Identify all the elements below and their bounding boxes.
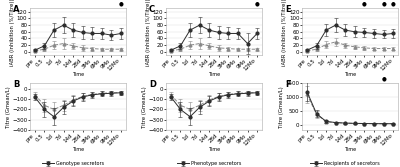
X-axis label: Time: Time [72, 147, 84, 152]
Legend: Phenotype secretors, Phenotype nonsecretors: Phenotype secretors, Phenotype nonsecret… [177, 86, 251, 97]
Text: A: A [13, 5, 19, 14]
Legend: Recipients of secretors, Recipients of non-secretors: Recipients of secretors, Recipients of n… [310, 161, 390, 167]
Y-axis label: Titre (Gmean/L): Titre (Gmean/L) [279, 86, 284, 128]
Y-axis label: Titre (Gmean/L): Titre (Gmean/L) [6, 86, 11, 128]
Text: ●: ● [381, 76, 386, 81]
Y-axis label: iABR (inhibition (%/Titre)): iABR (inhibition (%/Titre)) [282, 0, 288, 66]
Text: B: B [13, 80, 19, 89]
Legend: Genotype secretors, Genotype nonsecretors: Genotype secretors, Genotype nonsecretor… [42, 86, 114, 97]
Text: D: D [149, 80, 156, 89]
X-axis label: Time: Time [344, 72, 356, 77]
Text: F: F [285, 80, 290, 89]
X-axis label: Time: Time [208, 72, 220, 77]
X-axis label: Time: Time [72, 72, 84, 77]
Legend: Phenotype secretors, Phenotype nonsecretors: Phenotype secretors, Phenotype nonsecret… [177, 161, 251, 167]
Legend: Recipients of secretors, Recipients of non-secretors: Recipients of secretors, Recipients of n… [310, 86, 390, 97]
Text: ●: ● [255, 1, 260, 6]
Text: E: E [285, 5, 290, 14]
Text: ●: ● [119, 1, 124, 6]
Legend: Genotype secretors, Genotype nonsecretors: Genotype secretors, Genotype nonsecretor… [42, 161, 114, 167]
Text: ●: ● [362, 1, 367, 6]
Text: C: C [149, 5, 155, 14]
Y-axis label: Titre (Gmean/L): Titre (Gmean/L) [142, 86, 147, 128]
Y-axis label: iABR (inhibition (%/Titre)): iABR (inhibition (%/Titre)) [146, 0, 152, 66]
Y-axis label: iABR (inhibition (%/Titre)): iABR (inhibition (%/Titre)) [10, 0, 15, 66]
Text: ●: ● [381, 1, 386, 6]
X-axis label: Time: Time [208, 147, 220, 152]
X-axis label: Time: Time [344, 147, 356, 152]
Text: ●: ● [391, 1, 396, 6]
